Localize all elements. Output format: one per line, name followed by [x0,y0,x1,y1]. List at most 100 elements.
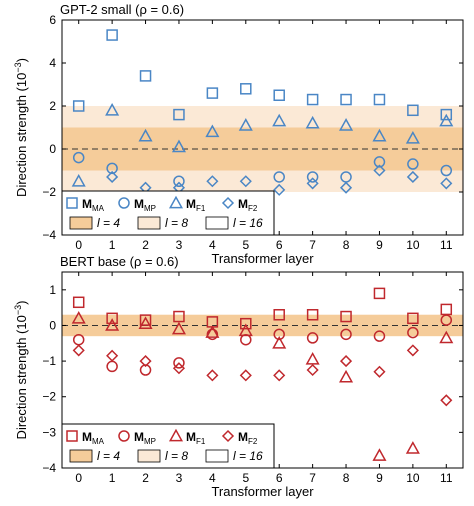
point-f1-layer-10 [405,441,420,454]
x-tick-label: 4 [209,471,216,485]
y-axis-label-main: Direction strength (10 [14,73,29,197]
x-tick-label: 6 [276,238,283,252]
x-tick-label: 6 [276,471,283,485]
point-f2-layer-10 [406,170,419,184]
point-f1-layer-9 [372,128,387,142]
legend-label-f1: MF1 [186,197,206,213]
x-tick-label: 1 [109,238,116,252]
y-tick-label: −3 [42,425,56,439]
point-f1-layer-11 [439,330,454,344]
point-f1-layer-8 [339,118,354,131]
x-tick-label: 11 [440,471,453,485]
point-f1-layer-3 [171,139,186,153]
legend-label-f2: MF2 [238,197,258,213]
point-mp-layer-3 [173,357,185,369]
point-ma-layer-10 [407,104,419,117]
y-tick-label: −2 [42,185,56,199]
x-tick-label: 0 [75,238,82,252]
point-ma-layer-5 [240,317,252,330]
point-mp-layer-10 [407,326,419,339]
y-axis-label-main: Direction strength (10 [14,315,29,439]
legend-band-swatch-0 [69,449,93,463]
y-tick-label: 1 [49,283,56,297]
point-f1-layer-3 [171,321,186,335]
legend-band-label-2: l = 16 [233,216,263,230]
point-ma-layer-3 [173,108,185,121]
point-f2-layer-5 [239,369,252,382]
point-f2-layer-5 [239,175,252,188]
y-axis-label-close: ) [14,58,29,62]
legend-marker-mp [118,430,130,442]
point-ma-layer-4 [206,87,219,99]
x-tick-label: 11 [440,238,453,252]
x-tick-label: 10 [406,471,420,485]
point-mp-layer-9 [373,156,386,168]
legend-box [61,190,275,236]
point-f2-layer-8 [339,355,353,368]
point-ma-layer-2 [139,70,152,82]
legend-marker-mp [118,197,130,209]
legend-label-ma: MMA [82,197,105,213]
legend-box [61,423,275,469]
chart-title: GPT-2 small (ρ = 0.6) [60,2,184,17]
point-f2-layer-11 [440,177,453,190]
point-mp-layer-1 [106,162,118,175]
legend-label-mp: MMP [134,197,156,213]
y-tick-label: 6 [49,13,56,27]
legend-label-f1: MF1 [186,430,206,446]
legend-marker-ma [66,430,78,442]
legend-marker-f2 [221,196,235,210]
point-f1-layer-7 [305,115,320,129]
point-mp-layer-0 [72,333,85,346]
legend-band-label-2: l = 16 [233,449,263,463]
y-tick-label: 4 [49,56,56,70]
legend: MMA MMP MF1 MF2 l = 4 l = 8 l = 16 [61,423,275,469]
point-mp-layer-8 [340,328,352,341]
legend-marker-f2 [221,429,235,443]
point-ma-layer-10 [407,312,419,325]
legend-band-label-1: l = 8 [165,216,188,230]
legend-band-swatch-2 [205,216,229,230]
point-ma-layer-9 [373,287,386,300]
point-f2-layer-9 [373,365,386,378]
point-mp-layer-1 [106,360,118,373]
legend-marker-f1 [168,195,184,209]
point-f1-layer-5 [238,118,253,131]
x-tick-label: 5 [242,238,249,252]
point-f1-layer-8 [339,369,354,383]
y-tick-label: −4 [42,228,56,242]
point-f2-layer-9 [373,164,386,177]
point-ma-layer-2 [139,314,152,326]
x-axis-label: Transformer layer [211,251,314,266]
legend-band-label-0: l = 4 [97,216,120,230]
point-ma-layer-5 [240,83,252,95]
point-ma-layer-3 [173,310,185,323]
x-tick-label: 3 [176,471,183,485]
point-mp-layer-6 [273,328,285,341]
y-axis-label: Direction strength (10−3) [13,301,29,440]
y-axis-label-exp: −3 [13,62,23,72]
point-f1-layer-11 [439,113,454,127]
legend-band-swatch-1 [137,216,161,230]
point-mp-layer-5 [240,333,252,346]
point-f2-layer-6 [273,183,286,196]
point-mp-layer-7 [306,171,319,183]
y-axis-label-exp: −3 [13,305,23,315]
point-mp-layer-6 [273,171,285,183]
x-tick-label: 9 [376,238,383,252]
y-axis-label: Direction strength (10−3) [13,58,29,197]
point-f2-layer-1 [106,349,119,362]
point-f1-layer-4 [205,124,220,138]
chart-panel-1: BERT base (ρ = 0.6)0 1 2 3 4 5 6 7 8 9 10 11−4−3−2−… [13,254,464,499]
x-tick-label: 8 [343,471,350,485]
point-ma-layer-9 [373,93,386,106]
point-f2-layer-4 [206,369,219,382]
point-f2-layer-10 [406,344,419,357]
point-ma-layer-6 [273,89,285,101]
x-axis-label: Transformer layer [211,484,314,499]
legend-label-f2: MF2 [238,430,258,446]
point-f2-layer-0 [72,344,85,357]
point-f2-layer-4 [206,175,219,188]
legend: MMA MMP MF1 MF2 l = 4 l = 8 l = 16 [61,190,275,236]
